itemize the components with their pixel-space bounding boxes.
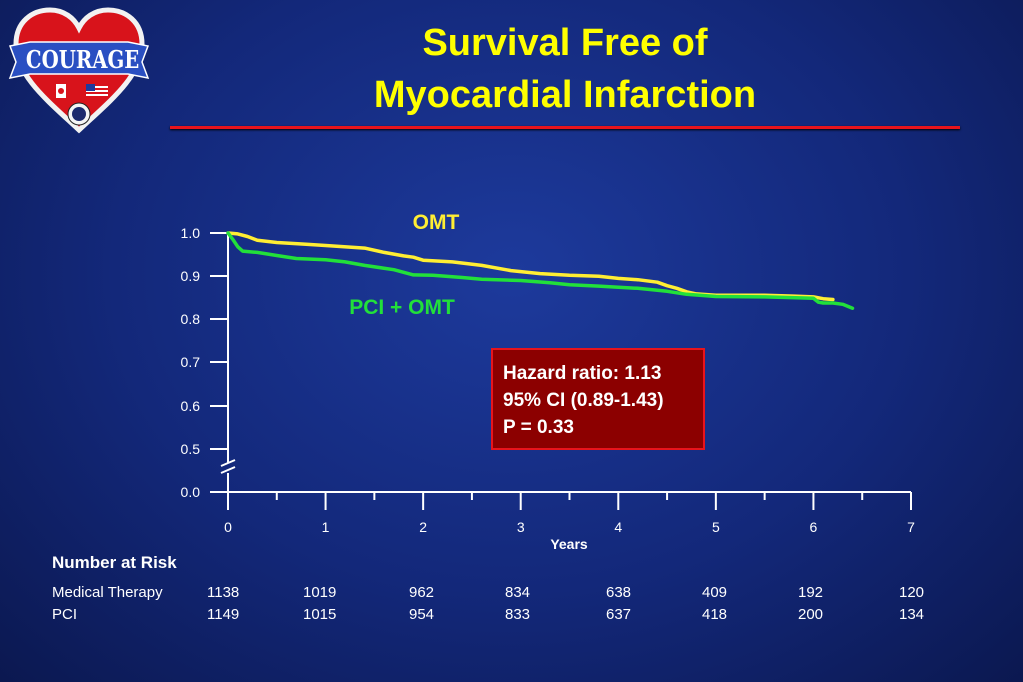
title-divider [170, 126, 960, 129]
axis-break-mark [220, 459, 236, 467]
risk-cell: 833 [505, 606, 531, 623]
risk-row-label: PCI [52, 606, 78, 623]
risk-cell: 954 [409, 606, 435, 623]
y-tick-label: 0.9 [181, 268, 201, 284]
y-tick-label: 0.6 [181, 398, 201, 414]
page-title-line2: Myocardial Infarction [373, 74, 757, 116]
risk-cell: 418 [702, 606, 728, 623]
va-seal-icon [67, 102, 91, 126]
series-line-omt [226, 231, 835, 302]
series-label-omt: OMT [413, 211, 460, 234]
x-tick-label: 3 [517, 519, 525, 535]
x-tick-label: 1 [322, 519, 330, 535]
series-line-pci-omt [226, 231, 855, 310]
risk-row-label: Medical Therapy [52, 584, 163, 601]
risk-cell: 834 [505, 584, 531, 601]
banner-ribbon [8, 41, 150, 80]
chart-axes: 1.0 0.9 0.8 0.7 0.6 0.5 0.0 0 1 2 3 4 5 6 7 [181, 225, 916, 535]
risk-cell: 200 [798, 606, 824, 623]
x-tick-label: 0 [224, 519, 232, 535]
page-title-line1: Survival Free of [422, 22, 708, 64]
risk-cell: 962 [409, 584, 435, 601]
x-tick-label: 2 [419, 519, 427, 535]
risk-cell: 120 [899, 584, 925, 601]
chart-series [226, 231, 855, 310]
risk-cell: 1019 [303, 584, 337, 601]
risk-cell: 1149 [207, 606, 240, 623]
hazard-ratio-text: Hazard ratio: 1.13 [503, 363, 662, 384]
y-tick-label: 0.5 [181, 441, 201, 457]
axis-break-mark [220, 466, 236, 474]
x-tick-label: 4 [614, 519, 622, 535]
x-tick-label: 7 [907, 519, 915, 535]
risk-cell: 638 [606, 584, 632, 601]
y-tick-label: 0.0 [181, 484, 201, 500]
y-tick-label: 1.0 [181, 225, 201, 241]
risk-table-heading: Number at Risk [52, 553, 177, 572]
series-label-pci-omt: PCI + OMT [349, 296, 455, 319]
risk-cell: 637 [606, 606, 632, 623]
x-tick-label: 5 [712, 519, 720, 535]
us-flag-icon [86, 84, 108, 98]
risk-cell: 192 [798, 584, 824, 601]
y-tick-label: 0.7 [181, 354, 201, 370]
courage-logo [8, 7, 150, 134]
risk-cell: 409 [702, 584, 728, 601]
x-axis-label: Years [550, 536, 588, 552]
confidence-interval-text: 95% CI (0.89-1.43) [503, 390, 664, 411]
x-tick-label: 6 [810, 519, 818, 535]
canada-flag-icon [50, 84, 72, 98]
risk-cell: 1015 [303, 606, 337, 623]
hazard-ratio-box: Hazard ratio: 1.13 95% CI (0.89-1.43) P … [491, 348, 705, 450]
risk-cell: 1138 [207, 584, 240, 601]
risk-cell: 134 [899, 606, 925, 623]
y-tick-label: 0.8 [181, 311, 201, 327]
p-value-text: P = 0.33 [503, 417, 574, 438]
